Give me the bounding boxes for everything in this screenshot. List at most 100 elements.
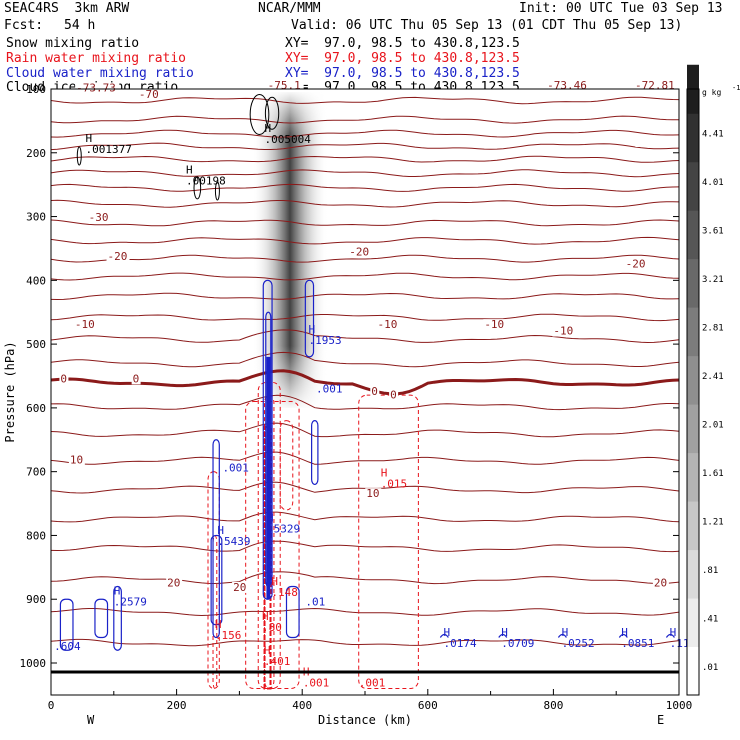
cloud-water-contour: [665, 633, 675, 638]
isotherm-label: 10: [70, 453, 83, 466]
isotherm-label: 20: [233, 581, 246, 594]
x-tick-label: 200: [167, 699, 187, 712]
x-tick-label: 600: [418, 699, 438, 712]
isotherm-line: [50, 199, 680, 208]
isotherm-line: [50, 451, 680, 465]
isotherm-line: [50, 236, 680, 245]
cloud-ice-max-marker: H: [265, 122, 272, 135]
cloud-water-contour: [304, 279, 315, 358]
cloud-ice-max-value: .005004: [265, 133, 312, 146]
cloud-water-contour: [94, 598, 109, 639]
isotherm-label: 0: [60, 372, 67, 385]
rain-water-contour: [245, 401, 300, 690]
isotherm-label: -70: [139, 88, 159, 101]
y-tick-label: 1000: [20, 657, 47, 670]
isotherm-line: [50, 313, 680, 322]
y-tick-label: 500: [26, 338, 46, 351]
x-tick-label: 1000: [666, 699, 693, 712]
rain-water-contour: [207, 471, 220, 690]
isotherm-line: [50, 254, 680, 263]
isotherm-line: [50, 183, 680, 192]
cloud-water-contour: [113, 585, 122, 651]
y-tick-label: 300: [26, 211, 46, 224]
isotherm-label-bg: [624, 258, 648, 270]
snow-colorbar: .01 .41 .81 1.21 1.61 2.01 2.41 2.81 3.21 3.61 4.0…: [686, 64, 740, 696]
west-label: W: [87, 713, 95, 727]
cloud-water-max-value: .0709: [501, 637, 534, 650]
isotherm-label: -30: [89, 211, 109, 224]
y-tick-label: 600: [26, 402, 46, 415]
colorbar-band: [687, 307, 699, 357]
isotherm-label: 10: [366, 487, 379, 500]
forecast-label: Fcst:: [4, 18, 44, 33]
colorbar-band: [687, 452, 699, 502]
cloud-water-contour: [285, 585, 300, 639]
x-tick-label: 800: [543, 699, 563, 712]
cloud-water-contour: [212, 439, 220, 639]
y-axis-label: Pressure (hPa): [3, 341, 17, 442]
cloud-water-max-marker: H: [308, 323, 315, 336]
rain-water-max-value: .148: [271, 586, 298, 599]
cloud-ice-contours: [76, 94, 280, 201]
isotherm-label-bg: [266, 80, 304, 91]
valid-time: Valid: 06 UTC Thu 05 Sep 13 (01 CDT Thu …: [291, 18, 683, 33]
rain-water-max-marker: H: [264, 644, 271, 657]
isotherm-label-bg: [389, 389, 399, 401]
cloud-ice-contour: [76, 146, 82, 166]
contour-labels: -73.73 -70 -75.1 -73.46 -72.81 -30 -20 -20 -20 -1…: [54, 79, 696, 690]
cloud-water-contours: [59, 279, 675, 651]
cloud-water-max-marker: H: [501, 626, 508, 639]
cloud-water-max-value: .5329: [267, 522, 300, 535]
isotherm-label-bg: [652, 577, 669, 589]
isotherm-line: [50, 272, 680, 281]
isotherm-line: [50, 607, 680, 617]
rain-water-max-value: .156: [215, 629, 242, 642]
cloud-water-max-marker: H: [670, 626, 677, 639]
cloud-water-contour: [59, 598, 74, 651]
org-label: NCAR/MMM: [258, 1, 321, 16]
isotherm-line: [50, 638, 680, 647]
cloud-water-max-value: .0851: [621, 637, 654, 650]
isotherm-label-bg: [73, 319, 97, 331]
colorbar-band: [687, 549, 699, 599]
cloud-ice-max-marker: H: [86, 132, 93, 145]
isotherm-line: [50, 329, 680, 344]
field-xy-rain: XY= 97.0, 98.5 to 430.8,123.5: [285, 51, 520, 66]
isotherm-line: [50, 422, 680, 438]
colorbar-label: 2.81: [702, 323, 724, 333]
x-tick-label: 400: [292, 699, 312, 712]
colorbar-band: [687, 210, 699, 260]
cloud-water-max-value: .1953: [308, 334, 341, 347]
cloud-water-max-marker: H: [444, 626, 451, 639]
field-name-rain: Rain water mixing ratio: [6, 51, 187, 66]
colorbar-label: 2.41: [702, 372, 724, 382]
isotherm-label-bg: [365, 488, 382, 500]
isotherm-line: [50, 115, 679, 124]
cloud-ice-contour: [214, 181, 220, 201]
rain-water-max-value: .015: [381, 478, 408, 491]
isotherm-line: [50, 481, 680, 494]
isotherm-label: -20: [108, 250, 128, 263]
rain-water-max-marker: H: [262, 610, 269, 623]
colorbar-label: 4.41: [702, 129, 724, 139]
y-tick-label: 900: [26, 593, 46, 606]
isotherm-label: -20: [349, 245, 369, 258]
colorbar-unit-exponent: -1: [732, 84, 740, 92]
rain-water-max-value: .001: [359, 677, 386, 690]
isotherm-label-bg: [370, 386, 380, 398]
colorbar-label: 3.21: [702, 275, 724, 285]
isotherm-label: 0: [133, 372, 140, 385]
cloud-water-max-value: .01: [305, 596, 325, 609]
colorbar-band: [687, 161, 699, 211]
isotherm-line: [50, 292, 680, 301]
isotherm-label: -72.81: [635, 79, 675, 92]
colorbar-band: [687, 113, 699, 163]
isotherm-line: [50, 571, 680, 585]
isotherm-line: [50, 369, 680, 396]
cloud-water-max-marker: H: [114, 585, 121, 598]
rain-water-contour: [358, 394, 419, 690]
model-label: SEAC4RS 3km ARW: [4, 1, 130, 16]
x-tick-label: 0: [48, 699, 55, 712]
